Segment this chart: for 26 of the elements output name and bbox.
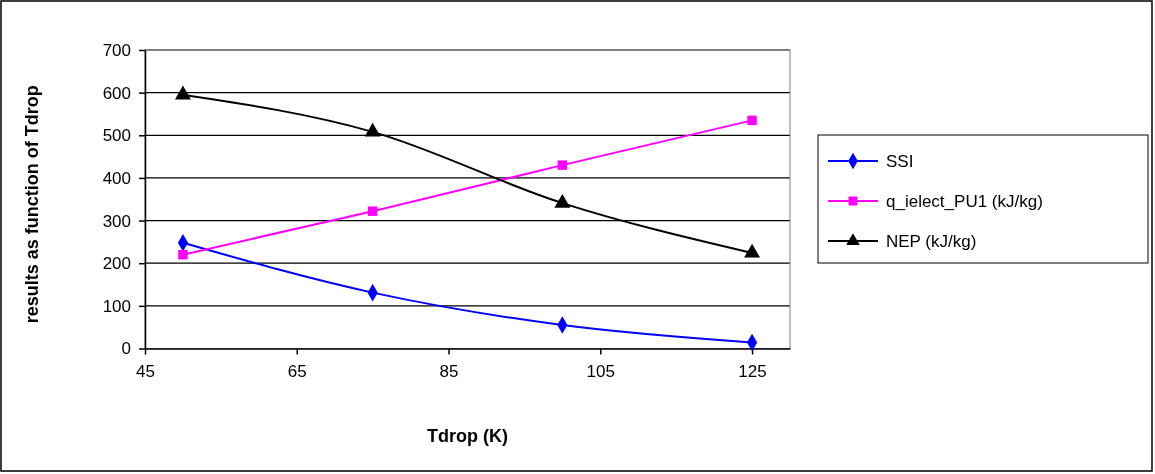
y-tick-label: 700 xyxy=(102,40,131,60)
point xyxy=(747,115,757,126)
x-tick-label: 105 xyxy=(586,361,615,381)
y-tick-label: 100 xyxy=(102,296,131,316)
x-tick-label: 125 xyxy=(738,361,767,381)
y-tick-label: 600 xyxy=(102,83,131,103)
legend-label: q_ielect_PU1 (kJ/kg) xyxy=(886,192,1043,211)
point xyxy=(744,243,761,258)
y-tick-label: 300 xyxy=(102,211,131,231)
y-tick-label: 200 xyxy=(102,254,131,274)
x-tick-label: 85 xyxy=(439,361,459,381)
y-tick-label: 500 xyxy=(102,126,131,146)
legend-label: SSI xyxy=(886,152,914,171)
y-axis-title: results as function of Tdrop xyxy=(22,85,42,324)
x-tick-label: 45 xyxy=(136,361,155,381)
point xyxy=(364,122,381,137)
point xyxy=(178,249,188,260)
point xyxy=(557,160,568,170)
y-tick-label: 0 xyxy=(121,339,131,359)
legend-label: NEP (kJ/kg) xyxy=(886,232,977,251)
y-tick-label: 400 xyxy=(102,168,131,188)
x-tick-label: 65 xyxy=(287,361,307,381)
x-axis-title: Tdrop (K) xyxy=(427,426,508,446)
point xyxy=(554,193,571,208)
point xyxy=(174,85,191,100)
point xyxy=(367,206,378,216)
